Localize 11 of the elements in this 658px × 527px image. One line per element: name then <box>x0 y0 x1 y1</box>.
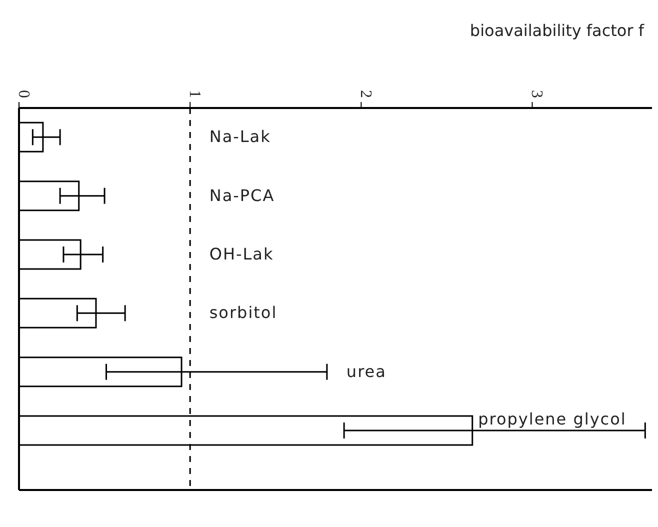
x-tick-label: 2 <box>357 90 374 98</box>
x-tick-label: 1 <box>186 90 204 98</box>
y-tick-label: urea <box>346 362 386 381</box>
y-tick-label: OH-Lak <box>209 244 274 264</box>
x-axis-title: bioavailability factor f <box>470 21 644 40</box>
y-tick-label: propylene glycol <box>478 410 626 428</box>
x-tick-label: 0 <box>15 90 32 98</box>
y-tick-label: Na-PCA <box>209 186 275 205</box>
y-tick-label: Na-Lak <box>209 127 271 146</box>
y-tick-label: sorbitol <box>209 303 278 322</box>
x-tick-label: 3 <box>528 90 546 98</box>
